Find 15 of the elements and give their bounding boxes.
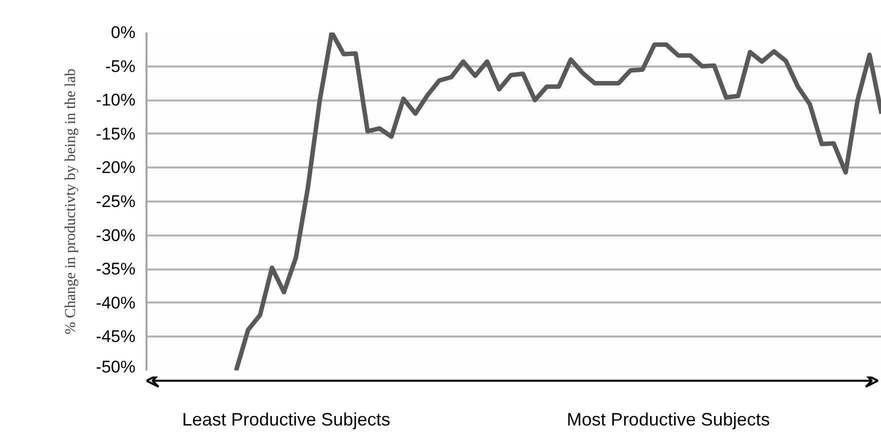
y-axis-title: % Change in productivty by being in the lab [62, 68, 79, 334]
y-tick-label: -20% [96, 158, 136, 178]
y-tick-label: 0% [110, 23, 136, 42]
y-tick-label: -5% [105, 56, 136, 76]
text: Most Productive Subjects [566, 409, 770, 430]
y-tick-label: -30% [96, 226, 136, 245]
y-tick-label: -40% [96, 293, 136, 312]
y-tick-label: -50% [96, 358, 136, 376]
y-tick-label: -10% [96, 90, 136, 110]
y-tick-label: -25% [96, 192, 136, 211]
line-series [234, 32, 881, 370]
text: Least Productive Subjects [182, 409, 390, 430]
y-tick-label: -45% [96, 327, 136, 346]
y-tick-label: -15% [96, 124, 136, 144]
y-tick-label: -35% [96, 260, 136, 279]
